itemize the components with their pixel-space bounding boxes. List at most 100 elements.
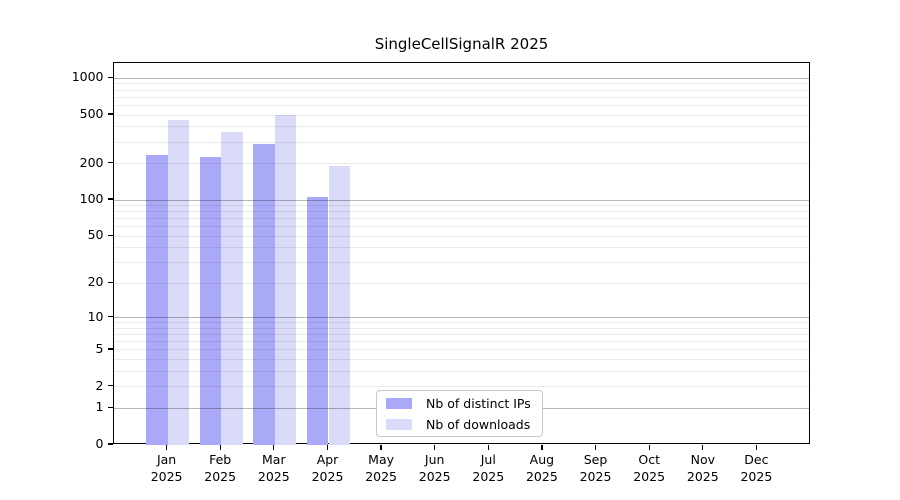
major-gridline bbox=[114, 199, 809, 201]
month-label: Dec bbox=[744, 452, 769, 467]
minor-gridline bbox=[114, 226, 809, 228]
minor-gridline bbox=[114, 262, 809, 264]
minor-gridline bbox=[114, 247, 809, 249]
bar-downloads bbox=[328, 166, 351, 445]
x-tick-mark bbox=[273, 445, 275, 450]
minor-gridline bbox=[114, 205, 809, 207]
y-tick-label: 2 bbox=[95, 377, 104, 393]
year-label: 2025 bbox=[686, 468, 719, 484]
legend-swatch-downloads bbox=[386, 418, 412, 430]
year-label: 2025 bbox=[525, 468, 558, 484]
minor-gridline bbox=[114, 141, 809, 143]
y-tick-label: 200 bbox=[79, 154, 104, 170]
x-tick-label: Nov 2025 bbox=[671, 452, 735, 485]
minor-gridline bbox=[114, 96, 809, 98]
year-label: 2025 bbox=[365, 468, 397, 484]
y-tick-mark bbox=[107, 385, 113, 387]
y-tick-mark bbox=[107, 234, 113, 236]
month-label: Aug bbox=[529, 452, 555, 467]
year-label: 2025 bbox=[740, 468, 773, 484]
month-label: Sep bbox=[583, 452, 608, 467]
month-label: Mar bbox=[262, 452, 286, 467]
legend-item-downloads: Nb of downloads bbox=[386, 418, 542, 431]
bar-distinct-ips bbox=[306, 196, 329, 445]
legend: Nb of distinct IPs Nb of downloads bbox=[376, 390, 543, 437]
month-label: Apr bbox=[316, 452, 339, 467]
x-tick-mark bbox=[166, 445, 168, 450]
y-tick-label: 100 bbox=[79, 191, 104, 207]
bar-distinct-ips bbox=[253, 143, 275, 445]
minor-gridline bbox=[114, 359, 809, 361]
x-tick-mark bbox=[219, 445, 221, 450]
year-label: 2025 bbox=[150, 468, 183, 484]
x-tick-label: Feb 2025 bbox=[188, 452, 252, 485]
x-tick-label: Jun 2025 bbox=[403, 452, 467, 485]
major-gridline bbox=[114, 317, 809, 319]
y-tick-label: 10 bbox=[87, 308, 104, 324]
x-tick-label: Mar 2025 bbox=[242, 452, 306, 485]
y-tick-mark bbox=[107, 281, 113, 284]
year-label: 2025 bbox=[418, 468, 451, 484]
minor-gridline bbox=[114, 211, 809, 213]
legend-label-downloads: Nb of downloads bbox=[426, 416, 531, 432]
minor-gridline bbox=[114, 104, 809, 106]
month-label: Nov bbox=[690, 452, 715, 467]
y-tick-mark bbox=[107, 113, 113, 115]
month-label: Jul bbox=[480, 452, 496, 467]
bar-downloads bbox=[221, 131, 243, 445]
minor-gridline bbox=[114, 327, 809, 329]
minor-gridline bbox=[114, 322, 809, 324]
month-label: Jun bbox=[424, 452, 445, 467]
x-tick-mark bbox=[755, 445, 757, 450]
x-tick-label: Jul 2025 bbox=[456, 452, 520, 485]
x-tick-mark bbox=[487, 445, 489, 450]
y-tick-label: 0 bbox=[95, 436, 104, 451]
x-tick-label: Apr 2025 bbox=[296, 452, 360, 485]
y-tick-label: 20 bbox=[87, 274, 104, 290]
chart-title: SingleCellSignalR 2025 bbox=[374, 35, 549, 53]
y-tick-label: 50 bbox=[87, 227, 104, 243]
minor-gridline bbox=[114, 218, 809, 220]
x-tick-mark bbox=[434, 445, 436, 450]
y-tick-mark bbox=[107, 161, 113, 164]
legend-item-distinct-ips: Nb of distinct IPs bbox=[386, 397, 542, 410]
minor-gridline bbox=[114, 334, 809, 336]
x-tick-mark bbox=[380, 445, 382, 450]
x-tick-mark bbox=[702, 445, 704, 450]
x-tick-label: Sep 2025 bbox=[564, 452, 628, 485]
bar-downloads bbox=[274, 114, 297, 445]
y-tick-mark bbox=[107, 198, 113, 200]
bar-distinct-ips bbox=[199, 156, 222, 445]
minor-gridline bbox=[114, 235, 809, 237]
bar-downloads bbox=[167, 120, 190, 445]
y-tick-label: 1000 bbox=[71, 69, 104, 85]
year-label: 2025 bbox=[204, 468, 237, 484]
y-tick-mark bbox=[107, 443, 113, 445]
minor-gridline bbox=[114, 114, 809, 116]
y-tick-mark bbox=[107, 76, 113, 78]
y-tick-mark bbox=[107, 348, 113, 350]
x-tick-label: May 2025 bbox=[349, 452, 413, 485]
year-label: 2025 bbox=[311, 468, 344, 484]
year-label: 2025 bbox=[472, 468, 505, 484]
x-tick-label: Aug 2025 bbox=[510, 452, 574, 485]
x-tick-mark bbox=[594, 445, 597, 450]
x-tick-label: Oct 2025 bbox=[617, 452, 681, 485]
minor-gridline bbox=[114, 341, 809, 343]
x-tick-mark bbox=[648, 445, 650, 450]
minor-gridline bbox=[114, 83, 809, 85]
major-gridline bbox=[114, 77, 809, 79]
x-tick-label: Dec 2025 bbox=[724, 452, 788, 485]
minor-gridline bbox=[114, 349, 809, 351]
minor-gridline bbox=[114, 370, 809, 372]
year-label: 2025 bbox=[579, 468, 612, 484]
month-label: Feb bbox=[209, 452, 232, 467]
month-label: May bbox=[368, 452, 395, 467]
y-tick-mark bbox=[107, 316, 113, 318]
minor-gridline bbox=[114, 126, 809, 128]
legend-label-distinct-ips: Nb of distinct IPs bbox=[426, 395, 531, 411]
minor-gridline bbox=[114, 89, 809, 91]
year-label: 2025 bbox=[633, 468, 666, 484]
y-tick-mark bbox=[107, 406, 113, 408]
